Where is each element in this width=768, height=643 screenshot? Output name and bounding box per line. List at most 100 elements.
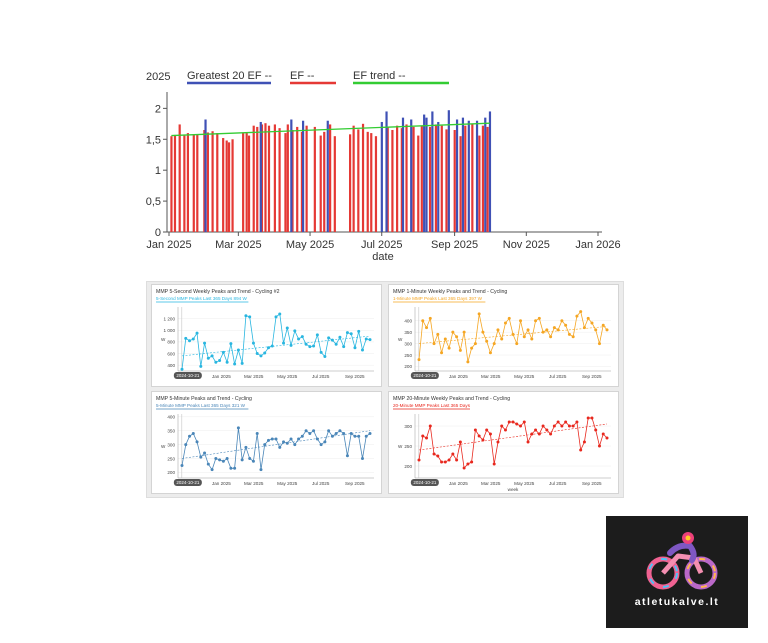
data-point [263,351,267,355]
data-point [210,354,214,358]
data-point [263,443,267,447]
ef-bar [453,130,456,232]
ef-bar [242,133,245,232]
y-tick-label: 200 [404,464,412,469]
y-tick-label: 400 [167,415,175,420]
data-point [586,416,590,420]
data-point [338,429,342,433]
logo: atletukalve.lt [606,516,748,628]
data-point [440,351,444,355]
ef-bar [400,128,403,232]
ef-bar [170,136,173,232]
ef-bar [284,133,287,232]
data-point [255,352,259,356]
ef-bar [222,138,225,232]
data-point [330,338,334,342]
ef-bar [192,134,195,232]
data-point [304,429,308,433]
ef-bar [267,125,271,232]
data-point [255,431,259,435]
data-point [488,351,492,355]
data-point [304,342,308,346]
data-point [282,341,286,345]
data-point [417,458,421,462]
data-point [556,328,560,332]
ef-bar [440,125,443,232]
data-point [564,323,568,327]
data-point [534,428,538,432]
ef-bar [247,135,251,232]
ef-bar [405,124,408,232]
data-point [485,428,489,432]
data-point [248,457,252,461]
data-point [282,440,286,444]
x-tick-label: May 2025 [277,481,298,486]
data-point [368,338,372,342]
data-point [210,468,214,472]
data-point [191,337,195,341]
data-point [522,335,526,339]
data-point [244,314,248,318]
date-badge-label: 2024-10-21 [176,480,200,485]
data-point [315,437,319,441]
panel-20-minute: MMP 20-Minute Weekly Peaks and Trend - C… [388,391,619,494]
data-point [345,331,349,335]
data-point [353,434,357,438]
data-point [545,428,549,432]
data-point [575,314,579,318]
data-point [594,328,598,332]
data-point [500,337,504,341]
x-tick-label: Jul 2025 [549,374,567,379]
data-point [417,358,421,362]
data-point [601,432,605,436]
greatest-ef-bar [488,111,492,232]
data-point [327,429,331,433]
data-point [526,440,530,444]
data-point [323,440,327,444]
x-tick-label: May 2025 [514,481,535,486]
data-point [184,443,188,447]
ef-bar [352,125,355,232]
y-tick-label: 1 [155,165,161,177]
y-tick-label: 250 [404,353,412,358]
date-badge [173,479,202,486]
data-point [278,312,282,316]
greatest-ef-bar [455,119,459,232]
data-point [549,335,553,339]
x-tick-label: Jul 2025 [312,374,330,379]
data-point [515,342,519,346]
data-point [466,360,470,364]
data-point [519,319,523,323]
data-point [507,316,511,320]
ef-bar [291,130,294,232]
data-point [443,460,447,464]
date-badge-label: 2024-10-21 [413,373,437,378]
y-tick-label: 0,5 [146,196,161,208]
data-point [447,458,451,462]
x-tick-label: Mar 2025 [481,481,501,486]
y-tick-label: 300 [167,442,175,447]
data-point [229,342,233,346]
data-point [586,316,590,320]
date-badge [410,479,439,486]
panel-title: MMP 20-Minute Weekly Peaks and Trend - C… [393,396,510,402]
data-point [458,348,462,352]
data-point [248,315,252,319]
panel-5-minute-chart: MMP 5-Minute Peaks and Trend - Cycling5-… [156,396,374,486]
data-point [353,346,357,350]
y-tick-label: 250 [404,444,412,449]
greatest-ef-bar [410,119,413,232]
data-point [195,331,199,335]
greatest-ef-bar [423,114,426,232]
data-point [199,364,203,368]
greatest-ef-bar [326,120,329,232]
greatest-ef-bar [484,117,487,232]
x-tick-label: May 2025 [514,374,535,379]
data-point [470,346,474,350]
data-point [349,431,353,435]
ef-bar [252,125,255,232]
panel-title: MMP 5-Minute Peaks and Trend - Cycling [156,396,252,402]
data-point [541,424,545,428]
data-point [503,321,507,325]
data-point [360,457,364,461]
